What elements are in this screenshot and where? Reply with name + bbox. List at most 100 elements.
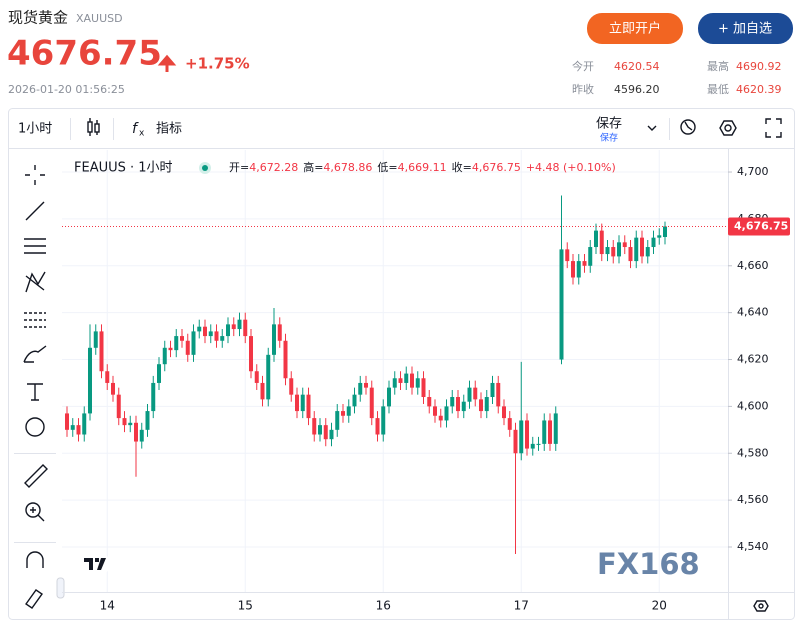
candle-body (128, 422, 133, 426)
y-tick-label: 4,560 (737, 493, 769, 506)
candle-body (525, 420, 529, 449)
y-tick-label: 4,700 (737, 165, 769, 178)
fib-tool[interactable] (24, 238, 46, 254)
candle-body (70, 425, 75, 430)
lock-tool[interactable] (25, 589, 43, 609)
x-tick-label: 15 (238, 599, 253, 613)
candle-body (496, 382, 501, 407)
candle-body (530, 443, 535, 449)
candle-body (76, 425, 81, 435)
indicators-button[interactable]: 指标 (156, 122, 182, 137)
candle-body (318, 425, 322, 435)
stat-value: 4620.39 (736, 83, 782, 96)
x-tick-label: 14 (100, 599, 115, 613)
legend-value: 4,678.86 (323, 161, 372, 174)
x-tick-label: 17 (514, 599, 529, 613)
candle-body (197, 326, 202, 332)
crosshair-tool[interactable] (25, 165, 45, 185)
candle-body (611, 247, 616, 257)
candle-type-button[interactable] (87, 118, 100, 136)
trend-line-tool[interactable] (25, 201, 45, 221)
candle-body (387, 387, 391, 407)
legend-value: 4,672.28 (249, 161, 298, 174)
zoom-tool[interactable] (25, 502, 41, 518)
candle-body (289, 378, 294, 395)
candle-body (116, 394, 121, 419)
candle-body (82, 413, 87, 435)
legend-key: 高= (303, 160, 323, 174)
candle-body (283, 340, 288, 379)
candle-body (479, 399, 483, 412)
brush-tool[interactable] (23, 345, 47, 363)
axis-settings[interactable] (753, 600, 769, 612)
symbol: XAUUSD (76, 12, 123, 25)
price: 4676.75 (7, 34, 162, 74)
candle-body (358, 382, 363, 395)
save-button[interactable]: 保存 (596, 117, 622, 132)
candle-body (99, 331, 104, 372)
candle-body (473, 387, 478, 400)
candle-body (329, 429, 334, 440)
magnet-tool[interactable] (26, 551, 44, 568)
candle-body (565, 249, 570, 262)
candle-body (352, 394, 357, 407)
legend-key: 低= (377, 161, 397, 174)
text-tool[interactable] (27, 383, 43, 401)
candle-body (410, 373, 414, 388)
open-account-button[interactable]: 立即开户 (587, 13, 683, 44)
stat-label: 最高 (707, 59, 729, 73)
candle-body (306, 394, 311, 419)
candle-body (576, 261, 581, 278)
candle-body (398, 378, 403, 383)
candle-body (88, 347, 92, 414)
icon-tool[interactable] (25, 417, 45, 437)
interval-button[interactable]: 1小时 (18, 122, 52, 137)
candle-body (312, 418, 317, 435)
y-tick-label: 4,620 (737, 353, 769, 366)
candle-body (438, 415, 443, 421)
candle-body (392, 378, 397, 388)
collapse-handle[interactable] (56, 577, 65, 599)
candle-body (139, 429, 144, 442)
title: 现货黄金 (8, 9, 68, 27)
measure-tool[interactable] (24, 464, 48, 488)
add-watchlist-button[interactable]: + 加自选 (698, 13, 793, 44)
candle-body (122, 418, 127, 426)
candle-body (663, 226, 667, 237)
y-tick-label: 4,600 (737, 399, 769, 412)
plot: 4,5404,5604,5804,6004,6204,6404,6604,680… (62, 150, 790, 613)
forecast-tool[interactable] (24, 312, 46, 328)
stat-label: 昨收 (572, 82, 594, 96)
candle-body (134, 422, 138, 442)
pattern-tool[interactable] (25, 271, 46, 293)
candle-body (651, 237, 656, 248)
change: +1.75% (185, 55, 250, 73)
stat-value: 4620.54 (614, 60, 660, 73)
status-dot (202, 165, 208, 171)
candle-body (622, 242, 627, 248)
watermark: FX168 (597, 547, 700, 581)
settings-button[interactable] (719, 120, 737, 136)
candle-body (341, 411, 345, 416)
candle-body (369, 387, 374, 419)
y-tick-label: 4,540 (737, 540, 769, 553)
candle-body (502, 406, 506, 419)
candle-body (559, 249, 564, 360)
candle-body (461, 401, 466, 412)
candle-body (484, 397, 489, 412)
candle-body (151, 382, 156, 412)
save-menu[interactable] (647, 125, 657, 131)
stat-value: 4690.92 (736, 60, 782, 73)
candle-body (214, 331, 219, 341)
alert-button[interactable] (680, 119, 696, 135)
candle-body (266, 354, 271, 400)
candle-body (157, 364, 161, 383)
fullscreen-button[interactable] (765, 118, 782, 138)
candle-body (231, 324, 236, 330)
candle-body (335, 411, 340, 430)
candle-body (628, 247, 633, 262)
button-bg (587, 13, 683, 44)
legend-key: 收= (452, 160, 472, 174)
candle-body (237, 319, 242, 330)
candle-body (191, 331, 196, 355)
